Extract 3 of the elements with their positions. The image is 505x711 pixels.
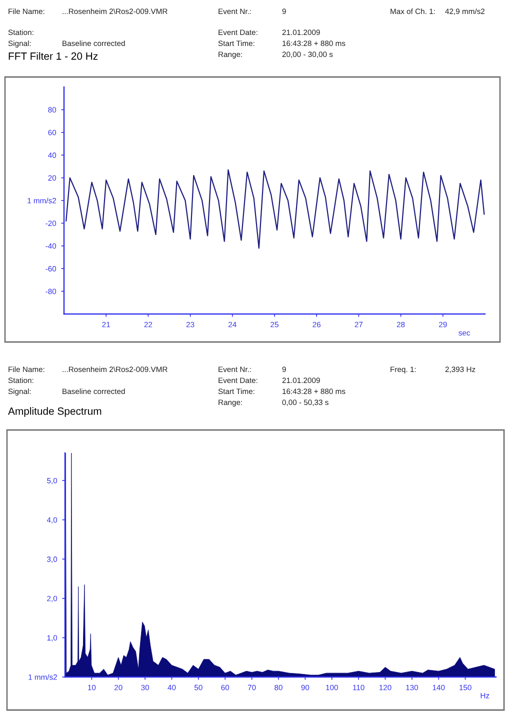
chart-title: FFT Filter 1 - 20 Hz [8,52,98,60]
line-series [66,169,485,249]
chart-title: Amplitude Spectrum [8,407,102,417]
